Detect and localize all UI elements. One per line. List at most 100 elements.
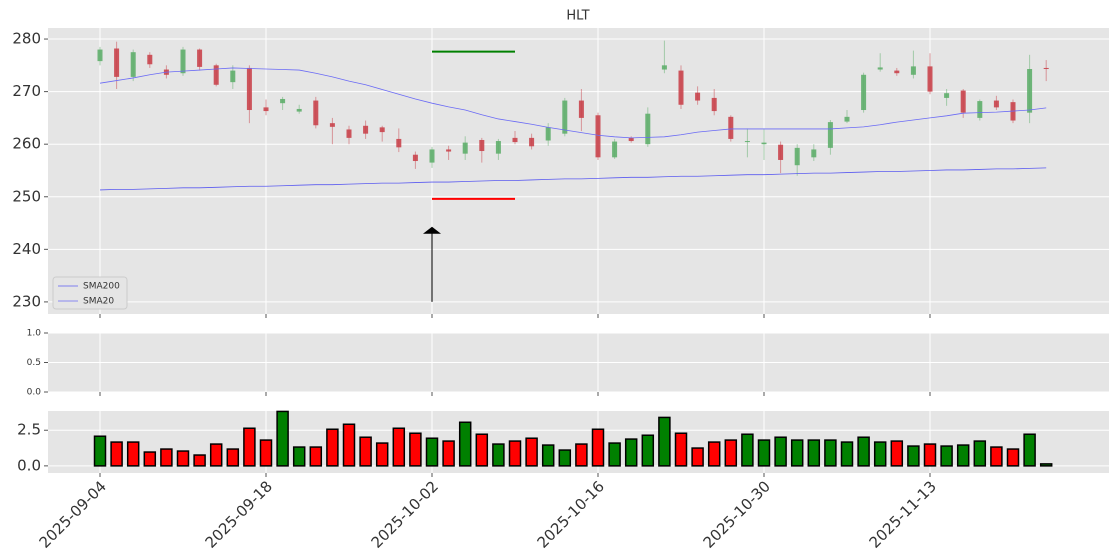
candle-body: [412, 154, 418, 162]
candle-body: [529, 137, 535, 147]
volume-bar: [624, 438, 638, 467]
y-tick-label: 0.0: [27, 388, 42, 398]
candle-body: [363, 125, 369, 134]
candle-body: [479, 139, 485, 152]
volume-bar: [790, 439, 804, 467]
volume-bar: [292, 446, 306, 467]
volume-bar: [707, 441, 721, 467]
x-tick-label: 2025-09-18: [202, 477, 276, 551]
volume-bar: [475, 433, 489, 467]
candle-body: [562, 100, 568, 134]
volume-bar: [990, 446, 1003, 467]
candle-body: [910, 66, 916, 75]
legend-label: SMA20: [83, 297, 114, 307]
candle-body: [429, 149, 435, 163]
volume-bar: [392, 427, 406, 467]
candle-body: [877, 67, 883, 70]
volume-bar: [243, 427, 256, 467]
volume-bar: [724, 439, 738, 467]
candle-body: [545, 127, 551, 141]
volume-bar: [956, 444, 970, 467]
y-tick-label: 250: [12, 187, 41, 205]
candle-body: [462, 142, 468, 154]
candle-body: [230, 70, 236, 83]
volume-bar: [873, 441, 887, 467]
y-tick-label: 0.5: [27, 358, 41, 368]
volume-bar: [259, 439, 273, 467]
volume-bar: [160, 448, 173, 467]
candle-body: [197, 49, 203, 67]
volume-bar: [973, 440, 987, 467]
candle-body: [993, 100, 999, 108]
candle-body: [396, 138, 402, 148]
volume-bar: [940, 445, 953, 467]
candle-body: [744, 141, 750, 143]
candle-body: [844, 116, 850, 122]
candle-body: [1043, 67, 1049, 70]
volume-bar: [658, 416, 671, 467]
y-tick-label: 230: [12, 292, 41, 310]
candle-body: [960, 90, 966, 113]
candle-body: [977, 101, 983, 118]
y-tick-label: 270: [12, 82, 41, 100]
candle-body: [246, 67, 252, 111]
x-tick-label: 2025-09-04: [36, 477, 110, 551]
volume-bar: [143, 451, 157, 467]
candle-body: [927, 66, 933, 92]
candle-body: [379, 127, 385, 133]
volume-bar: [923, 443, 937, 467]
candle-body: [147, 54, 153, 65]
volume-bar: [807, 439, 821, 467]
volume-bar: [575, 443, 588, 467]
volume-bar: [375, 442, 389, 467]
candle-body: [495, 141, 501, 154]
candle-body: [180, 49, 186, 74]
candle-body: [346, 129, 352, 138]
candle-body: [861, 74, 867, 111]
candle-body: [794, 147, 800, 166]
volume-bar: [591, 428, 605, 467]
candle-body: [678, 70, 684, 105]
chart-title: HLT: [566, 9, 589, 24]
volume-bar: [309, 446, 323, 467]
candle-body: [827, 122, 833, 148]
candle-body: [313, 100, 319, 126]
candle-body: [628, 137, 634, 142]
y-tick-label: 260: [12, 135, 41, 153]
arrow-head: [423, 226, 441, 234]
volume-bar: [326, 428, 339, 467]
candle-body: [446, 149, 452, 152]
candle-body: [263, 107, 269, 112]
candle-body: [578, 100, 584, 118]
volume-bar: [425, 437, 439, 467]
candle-body: [761, 142, 767, 145]
volume-bar: [409, 432, 422, 467]
volume-bar: [508, 440, 522, 467]
candle-body: [512, 137, 518, 143]
volume-bar: [857, 436, 870, 467]
volume-bar: [1006, 448, 1020, 467]
candle-body: [1027, 69, 1033, 113]
volume-bar: [840, 441, 854, 467]
volume-bar: [674, 432, 688, 467]
x-tick-label: 2025-10-02: [368, 477, 442, 551]
volume-bar: [209, 443, 223, 467]
candle-body: [661, 65, 667, 70]
x-tick-label: 2025-10-16: [534, 477, 608, 551]
candle-body: [944, 93, 950, 98]
y-tick-label: 1.0: [27, 329, 42, 339]
candle-body: [114, 48, 120, 77]
x-tick-label: 2025-11-13: [866, 477, 940, 551]
candle-body: [612, 141, 618, 158]
candle-body: [778, 144, 784, 160]
volume-bar: [691, 447, 704, 467]
candle-body: [711, 97, 717, 112]
volume-bar: [608, 442, 621, 467]
volume-bar: [541, 444, 555, 467]
panel-background: [48, 28, 1109, 314]
y-tick-label: 240: [12, 240, 41, 258]
volume-bar: [126, 441, 140, 467]
volume-bar: [492, 443, 505, 467]
volume-bar: [907, 445, 920, 467]
